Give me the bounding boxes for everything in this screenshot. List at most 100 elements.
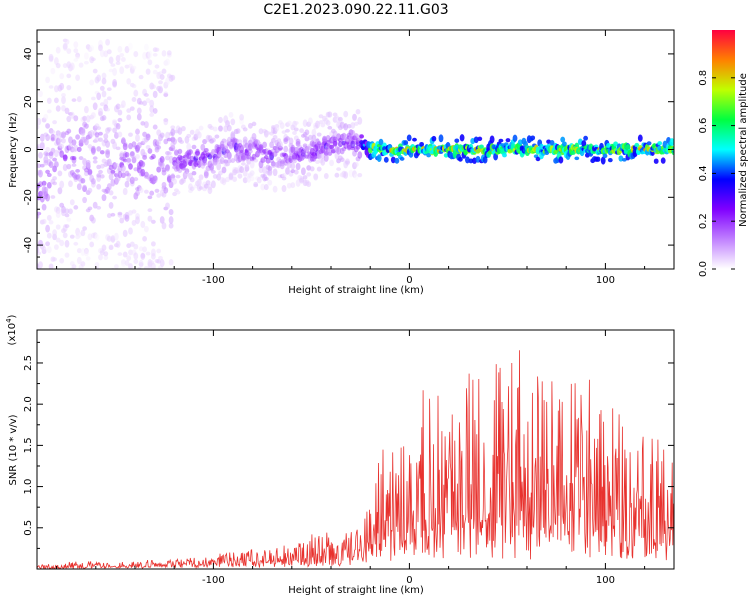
spectrogram-point — [218, 125, 223, 132]
spectrogram-point — [144, 121, 149, 129]
spectrogram-point — [75, 134, 80, 140]
spectrogram-point — [175, 174, 181, 179]
spectrogram-point — [92, 159, 98, 164]
spectrogram-point — [267, 172, 273, 177]
spectrogram-point — [75, 54, 80, 59]
snr-marks — [36, 350, 674, 570]
spectrogram-point — [166, 151, 172, 156]
spectrogram-point — [68, 180, 73, 188]
spectrogram-point — [57, 138, 63, 143]
spectrogram-point — [69, 62, 75, 71]
spectrogram-point — [390, 156, 396, 164]
spectrogram-point — [75, 74, 80, 81]
spectrogram-point — [295, 162, 301, 171]
spectrogram-point — [46, 246, 52, 254]
spectrogram-point — [77, 271, 82, 275]
spectrogram-point — [325, 119, 331, 126]
spectrogram-point — [38, 261, 43, 269]
spectrogram-point — [669, 138, 674, 147]
spectrogram-point — [406, 134, 412, 142]
spectrogram-point — [263, 176, 269, 181]
spectrogram-point — [128, 163, 133, 170]
spectrogram-point — [136, 142, 142, 149]
spectrogram-point — [142, 100, 148, 106]
spectrogram-point — [412, 137, 417, 142]
spectrogram-point — [189, 177, 195, 183]
spectrogram-point — [82, 158, 87, 166]
spectrogram-point — [346, 124, 352, 129]
spectrogram-point — [353, 161, 359, 168]
spectrogram-point — [119, 53, 125, 58]
spectrogram-point — [189, 155, 195, 162]
spectrogram-point — [57, 170, 63, 177]
spectrogram-point — [285, 167, 290, 175]
spectrogram-point — [172, 178, 178, 185]
spectrogram-point — [290, 146, 296, 154]
spectrogram-point — [159, 74, 165, 80]
spectrogram-point — [51, 278, 56, 285]
spectrogram-point — [78, 62, 84, 68]
spectrogram-point — [332, 140, 338, 147]
spectrogram-point — [101, 244, 107, 251]
spectrogram-point — [292, 158, 297, 164]
spectrogram-point — [323, 153, 329, 162]
spectrogram-point — [43, 155, 49, 164]
spectrogram-point — [318, 114, 324, 119]
spectrogram-point — [221, 166, 227, 174]
colorbar: 0.0 0.2 0.4 0.6 0.8 Normalized spectral ampl… — [698, 30, 749, 277]
spectrogram-point — [343, 110, 349, 118]
spectrogram-point — [144, 43, 149, 51]
spectrogram-point — [152, 107, 158, 114]
spectrogram-point — [267, 179, 273, 186]
spectrogram-point — [228, 111, 234, 118]
spectrogram-point — [237, 173, 243, 179]
spectrogram-point — [301, 167, 306, 176]
spectrogram-point — [196, 131, 202, 139]
spectrogram-point — [165, 164, 170, 171]
colorbar-tick-label: 0.8 — [698, 70, 709, 86]
spectrogram-point — [159, 156, 165, 163]
spectrogram-point — [646, 141, 652, 146]
spectrogram-point — [64, 38, 70, 45]
spectrogram-point — [110, 63, 116, 67]
spectrogram-point — [142, 246, 148, 253]
spectrogram-point — [272, 185, 278, 193]
spectrogram-point — [62, 154, 68, 162]
spectrogram-point — [99, 49, 105, 58]
spectrogram-point — [91, 178, 96, 185]
spectrogram-point — [170, 74, 176, 81]
spectrogram-point — [66, 48, 72, 54]
spectrogram-point — [101, 77, 107, 85]
spectrogram-point — [71, 98, 77, 102]
spectrogram-point — [59, 143, 65, 149]
spectrogram-point — [126, 114, 132, 121]
spectrogram-point — [558, 156, 564, 164]
spectrogram-point — [133, 243, 139, 250]
spectrogram-point — [133, 51, 139, 58]
spectrogram-point — [54, 97, 59, 104]
spectrogram-point — [316, 132, 322, 137]
spectrogram-point — [129, 106, 135, 111]
spectrogram-point — [355, 109, 361, 115]
spectrogram-point — [91, 112, 96, 119]
spectrogram-point — [168, 181, 174, 189]
colorbar-tick-label: 0.6 — [698, 118, 709, 134]
spectrogram-point — [226, 152, 232, 160]
spectrogram-point — [383, 156, 389, 163]
spectrogram-point — [184, 171, 190, 177]
spectrogram-point — [52, 181, 57, 186]
spectrogram-point — [151, 241, 156, 247]
spectrogram-point — [71, 163, 77, 167]
spectrogram-point — [168, 209, 174, 216]
spectrogram-point — [55, 105, 61, 112]
spectrogram-point — [99, 174, 105, 179]
spectrogram-point — [124, 45, 130, 54]
spectrogram-point — [50, 147, 56, 154]
spectrogram-ytick-label: 0 — [23, 146, 34, 152]
spectrogram-point — [239, 166, 245, 174]
spectrogram-point — [246, 158, 252, 165]
spectrogram-point — [149, 112, 155, 117]
spectrogram-point — [114, 264, 119, 269]
spectrogram-point — [89, 129, 95, 138]
snr-xtick-label: -100 — [202, 575, 225, 586]
